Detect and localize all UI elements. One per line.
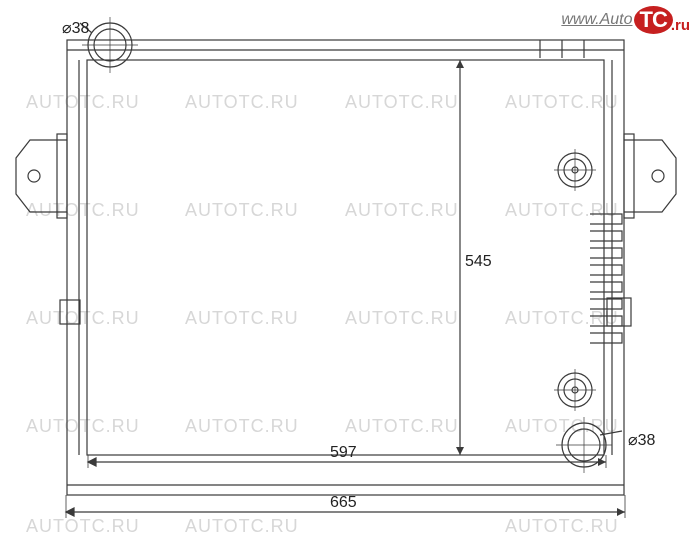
site-logo: www.AutoTC.ru [561,6,690,34]
logo-badge: TC [634,6,673,34]
logo-url-suffix: .ru [671,17,690,34]
dim-total-width-label: 665 [330,494,357,512]
technical-drawing-canvas: AUTOTC.RUAUTOTC.RUAUTOTC.RUAUTOTC.RUAUTO… [0,0,700,548]
dim-height-label: 545 [465,253,492,271]
logo-badge-text: TC [634,6,673,34]
dim-core-width-label: 597 [330,444,357,462]
radiator-outline-svg [0,0,700,548]
bottom-port-dia-label: ⌀38 [628,430,655,450]
top-port-dia-label: ⌀38 [62,18,89,38]
logo-url-prefix: www.Auto [561,11,632,28]
